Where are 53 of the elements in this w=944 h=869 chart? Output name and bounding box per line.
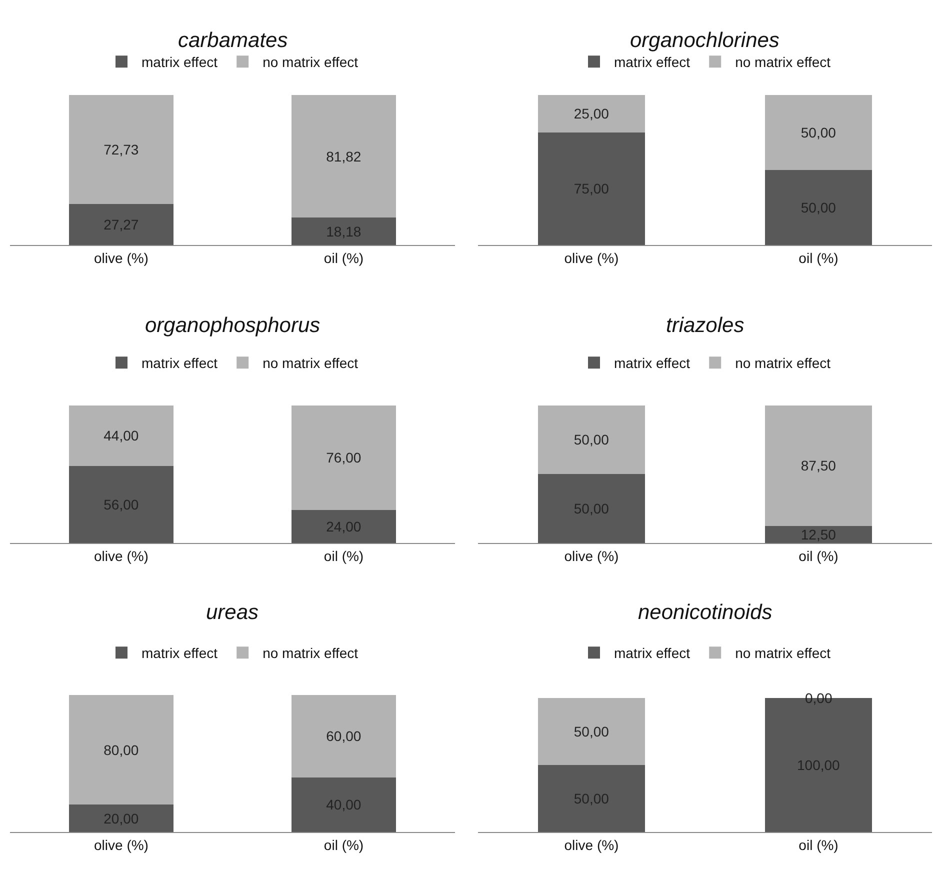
x-tick-label: oil (%) xyxy=(324,250,364,266)
legend-label: no matrix effect xyxy=(262,645,358,662)
legend-label: matrix effect xyxy=(142,645,218,662)
chart-title: triazoles xyxy=(666,314,745,337)
legend-label: no matrix effect xyxy=(262,54,358,70)
data-label: 56,00 xyxy=(104,496,139,512)
x-tick-label: olive (%) xyxy=(94,548,148,564)
legend-label: no matrix effect xyxy=(735,645,831,662)
chart-title: ureas xyxy=(206,601,260,624)
data-label: 50,00 xyxy=(800,199,836,216)
data-label: 100,00 xyxy=(796,757,840,773)
chart-title: organochlorines xyxy=(630,29,780,52)
data-label: 72,73 xyxy=(104,141,139,158)
legend-label: matrix effect xyxy=(614,54,690,70)
data-label: 50,00 xyxy=(800,124,836,140)
data-label: 50,00 xyxy=(574,724,610,740)
data-label: 44,00 xyxy=(104,428,139,444)
chart-title: carbamates xyxy=(178,29,288,52)
data-label: 80,00 xyxy=(104,742,139,758)
data-label: 12,50 xyxy=(800,526,836,542)
legend-label: matrix effect xyxy=(614,645,690,662)
x-tick-label: olive (%) xyxy=(564,836,619,853)
data-label: 20,00 xyxy=(104,810,139,826)
x-tick-label: oil (%) xyxy=(798,548,838,564)
data-label: 76,00 xyxy=(326,450,362,466)
legend-label: matrix effect xyxy=(614,355,690,372)
legend-label: no matrix effect xyxy=(735,355,831,372)
data-label: 81,82 xyxy=(326,148,362,164)
x-tick-label: olive (%) xyxy=(564,250,619,266)
data-label: 87,50 xyxy=(800,458,836,474)
data-label: 40,00 xyxy=(326,796,362,813)
data-label: 50,00 xyxy=(574,500,610,517)
legend-label: no matrix effect xyxy=(262,355,358,372)
legend-label: matrix effect xyxy=(142,355,218,372)
data-label: 24,00 xyxy=(326,518,362,534)
legend-label: no matrix effect xyxy=(735,54,831,70)
x-tick-label: olive (%) xyxy=(564,548,619,564)
data-label: 18,18 xyxy=(326,223,362,240)
data-label: 50,00 xyxy=(574,432,610,448)
chart-title: organophosphorus xyxy=(145,314,321,337)
x-tick-label: oil (%) xyxy=(798,250,838,266)
x-tick-label: oil (%) xyxy=(324,548,364,564)
data-label: 60,00 xyxy=(326,728,362,744)
chart-title: neonicotinoids xyxy=(638,601,773,624)
x-tick-label: oil (%) xyxy=(324,836,364,853)
x-tick-label: oil (%) xyxy=(798,836,838,853)
x-tick-label: olive (%) xyxy=(94,836,148,853)
x-tick-label: olive (%) xyxy=(94,250,148,266)
legend-label: matrix effect xyxy=(142,54,218,70)
data-label: 75,00 xyxy=(574,180,610,197)
data-label: 27,27 xyxy=(104,216,139,233)
data-label: 25,00 xyxy=(574,106,610,122)
data-label: 50,00 xyxy=(574,790,610,806)
